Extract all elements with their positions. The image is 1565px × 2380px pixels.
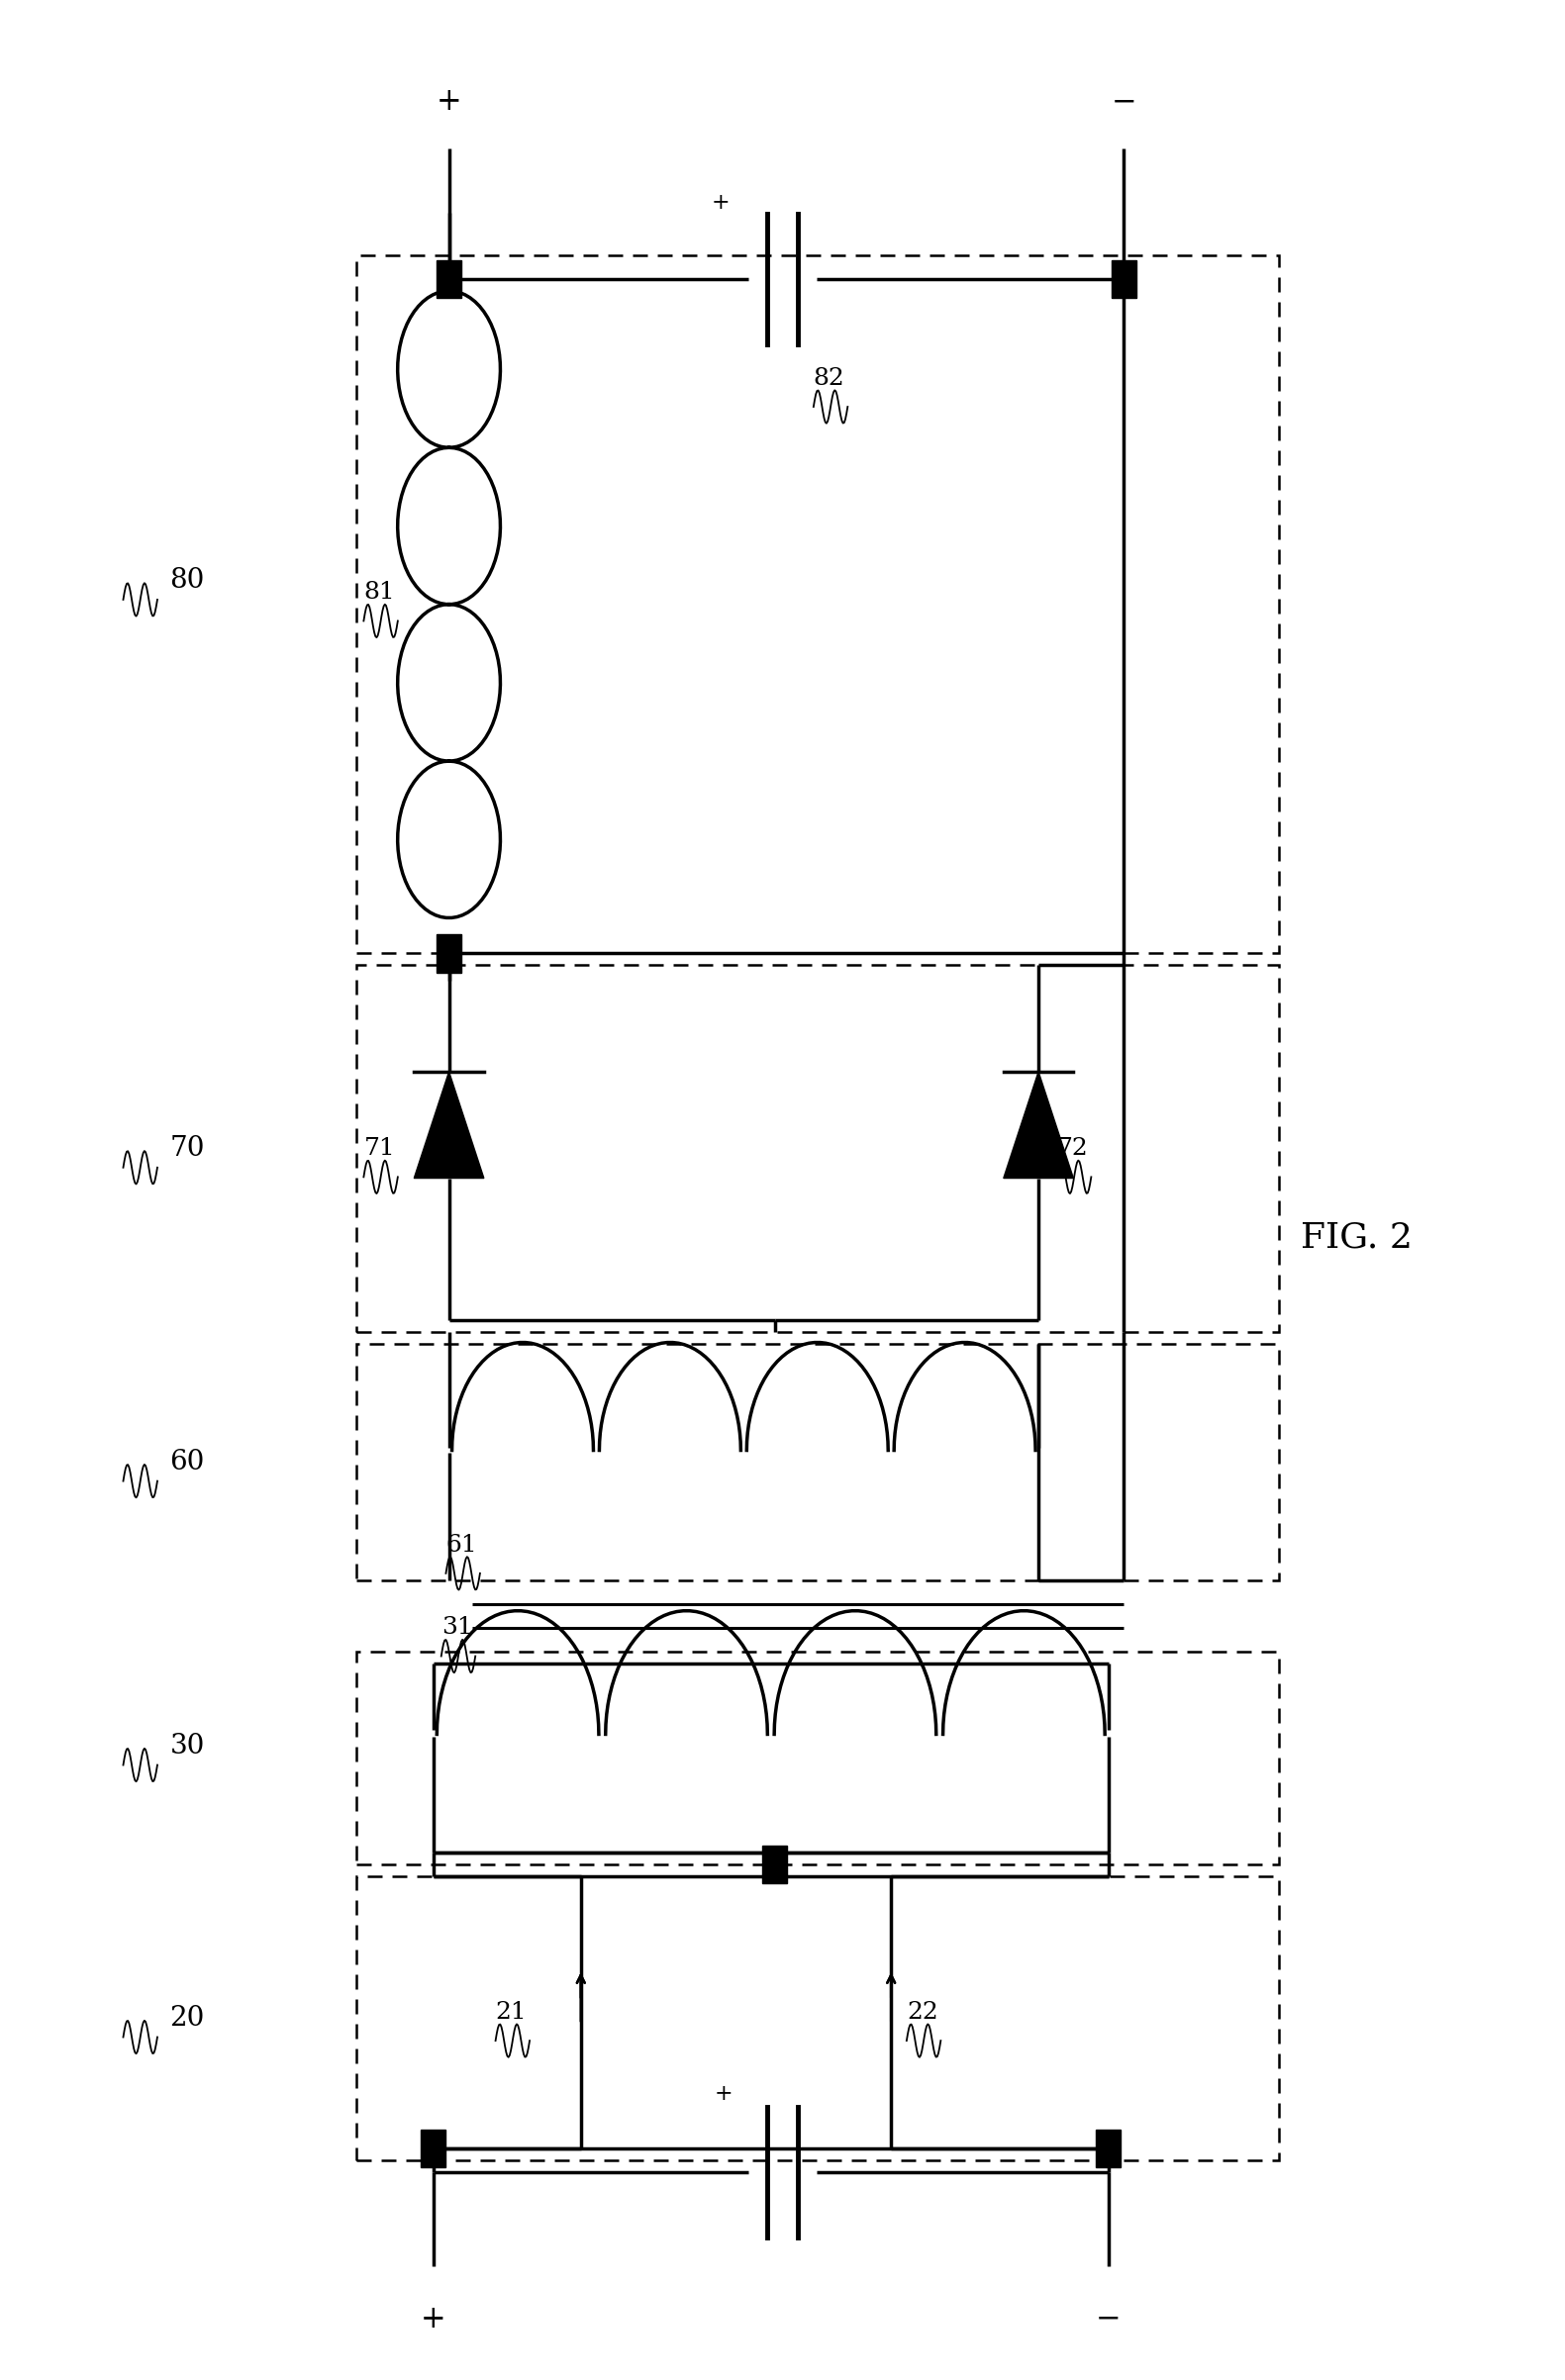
Text: +: + xyxy=(437,86,462,117)
Text: +: + xyxy=(421,2304,446,2335)
Bar xyxy=(421,2130,446,2168)
Text: 71: 71 xyxy=(363,1138,394,1159)
Text: 22: 22 xyxy=(906,2002,937,2023)
Bar xyxy=(355,1345,1279,1580)
Text: 72: 72 xyxy=(1056,1138,1089,1159)
Text: −: − xyxy=(1095,2304,1121,2335)
Bar xyxy=(437,259,462,298)
Polygon shape xyxy=(1003,1071,1074,1178)
Text: 82: 82 xyxy=(814,367,845,390)
Text: FIG. 2: FIG. 2 xyxy=(1301,1221,1412,1254)
Bar xyxy=(355,1652,1279,1864)
Polygon shape xyxy=(415,1071,484,1178)
Text: 70: 70 xyxy=(169,1135,205,1161)
Text: −: − xyxy=(1111,86,1136,117)
Text: 20: 20 xyxy=(169,2004,205,2033)
Text: +: + xyxy=(714,2082,732,2104)
Text: 30: 30 xyxy=(169,1733,205,1759)
Bar xyxy=(762,1844,787,1883)
Text: +: + xyxy=(711,193,729,214)
Bar xyxy=(1111,259,1136,298)
Text: 21: 21 xyxy=(496,2002,527,2023)
Text: 60: 60 xyxy=(169,1449,205,1476)
Text: 61: 61 xyxy=(446,1533,477,1557)
Bar xyxy=(437,935,462,973)
Text: 80: 80 xyxy=(169,566,205,595)
Bar xyxy=(355,966,1279,1333)
Bar xyxy=(1095,2130,1121,2168)
Bar xyxy=(355,1875,1279,2161)
Text: 31: 31 xyxy=(441,1616,473,1640)
Bar xyxy=(355,255,1279,954)
Text: 81: 81 xyxy=(363,581,394,605)
